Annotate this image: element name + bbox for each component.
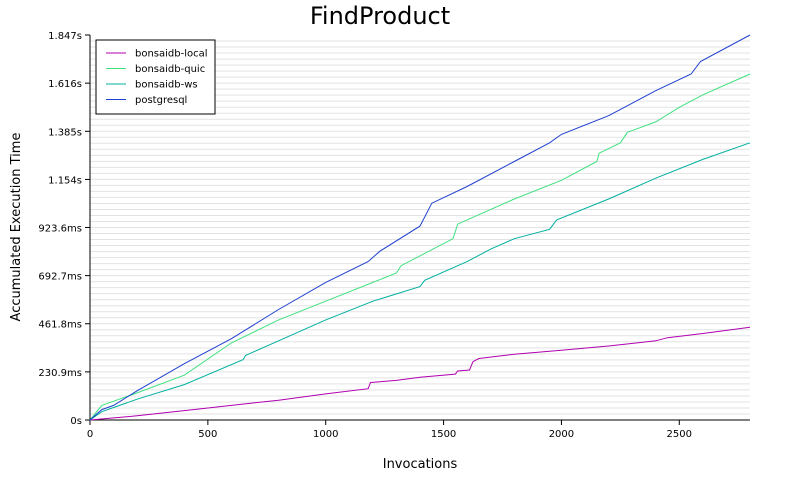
- y-tick-label: 0s: [70, 416, 82, 427]
- y-tick-label: 1.385s: [48, 127, 82, 138]
- series-line-bonsaidb-ws: [89, 142, 751, 421]
- y-tick-label: 230.9ms: [38, 368, 82, 379]
- axes: 0 500 1000 1500 2000 2500 0s 230.9ms 461.8ms 692.…: [38, 31, 750, 440]
- y-tick-label: 1.847s: [48, 31, 82, 42]
- legend-label: postgresql: [135, 95, 187, 106]
- y-tick-label: 1.616s: [48, 79, 82, 90]
- x-tick-label: 1000: [313, 429, 338, 440]
- y-axis-label: Accumulated Execution Time: [9, 133, 24, 322]
- y-tick-label: 692.7ms: [38, 272, 82, 283]
- x-axis-label: Invocations: [383, 457, 458, 472]
- series-line-postgresql: [89, 34, 751, 421]
- y-tick-label: 461.8ms: [38, 320, 82, 331]
- x-tick-label: 1500: [431, 429, 456, 440]
- legend-label: bonsaidb-local: [135, 49, 208, 60]
- series-line-bonsaidb-quic: [89, 73, 751, 421]
- x-tick-label: 2500: [667, 429, 692, 440]
- y-tick-label: 1.154s: [48, 175, 82, 186]
- legend-box: [95, 39, 216, 115]
- chart-title: FindProduct: [310, 2, 450, 30]
- legend-label: bonsaidb-ws: [135, 80, 198, 91]
- y-tick-label: 923.6ms: [38, 223, 82, 234]
- x-tick-label: 500: [198, 429, 217, 440]
- legend-label: bonsaidb-quic: [135, 64, 205, 75]
- x-tick-label: 2000: [549, 429, 574, 440]
- legend: bonsaidb-local bonsaidb-quic bonsaidb-ws po…: [95, 39, 216, 115]
- x-tick-label: 0: [87, 429, 93, 440]
- series-group: [89, 34, 751, 421]
- series-line-bonsaidb-local: [89, 326, 751, 421]
